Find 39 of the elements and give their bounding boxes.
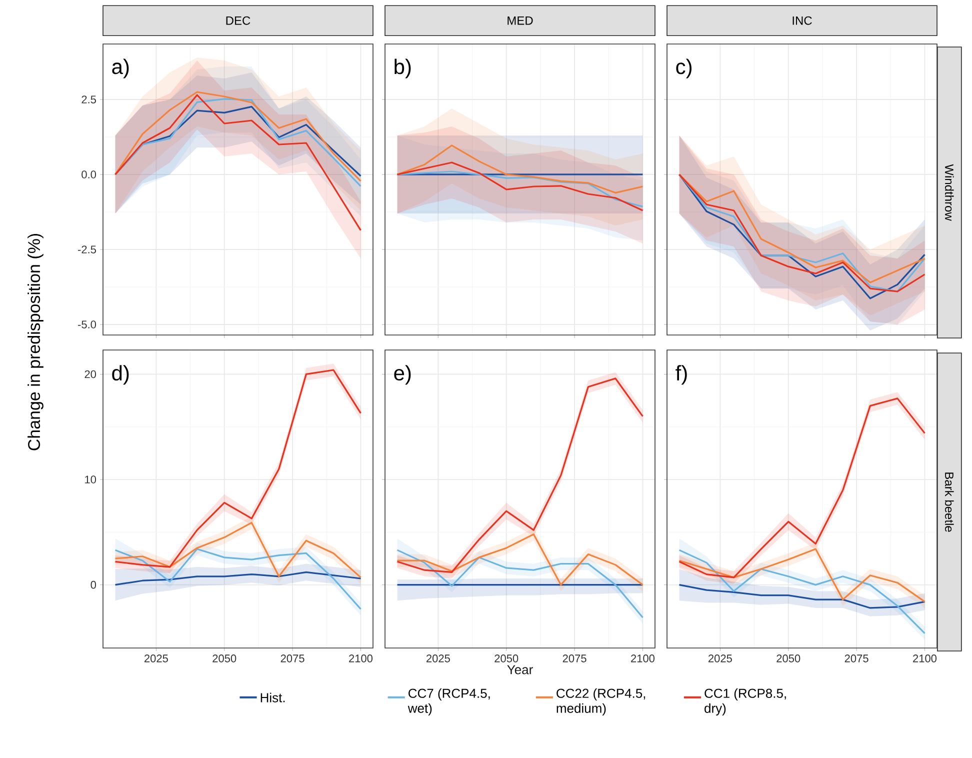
y2-axis-title: Windthrow (945, 164, 954, 221)
line-series (114, 522, 362, 578)
chart-title: DEC (226, 16, 250, 25)
annotation: a) (112, 58, 129, 78)
x-tick-label: 2025 (426, 654, 450, 662)
line-series (114, 548, 362, 610)
x-tick-label: 2050 (776, 654, 800, 662)
x-tick-label: 2050 (494, 654, 518, 662)
x-tick-label: 2100 (349, 654, 373, 662)
x-tick-label: 2075 (280, 654, 304, 662)
legend-label: CC7 (RCP4.5, wet) (408, 688, 490, 716)
x-tick-label: 2100 (913, 654, 937, 662)
chart-title: INC (792, 16, 812, 25)
legend-label: CC22 (RCP4.5, medium) (556, 688, 646, 716)
annotation: e) (394, 365, 411, 385)
y-tick-label: 10 (85, 476, 96, 484)
y-tick-label: 2.5 (82, 96, 96, 104)
x-tick-label: 2050 (212, 654, 236, 662)
x-tick-label: 2025 (708, 654, 732, 662)
annotation: f) (676, 365, 687, 385)
y-axis-title: Change in predisposition (%) (28, 234, 44, 450)
x-tick-label: 2100 (631, 654, 655, 662)
y-tick-label: -5.0 (78, 320, 96, 328)
chart-title: MED (508, 16, 533, 25)
y2-axis-title: Bark beetle (945, 472, 954, 532)
y-tick-label: 0.0 (82, 170, 96, 178)
annotation: b) (394, 58, 411, 78)
annotation: d) (112, 365, 129, 385)
y-tick-label: 0 (90, 580, 96, 589)
x-tick-label: 2075 (562, 654, 586, 662)
legend-label: CC1 (RCP8.5, dry) (704, 688, 786, 716)
x-axis-title: Year (507, 665, 533, 674)
y-tick-label: -2.5 (78, 246, 96, 254)
legend-label: Hist. (260, 692, 285, 702)
x-tick-label: 2025 (144, 654, 168, 662)
line-series (114, 94, 362, 232)
annotation: c) (676, 58, 692, 78)
x-tick-label: 2075 (844, 654, 868, 662)
y-tick-label: 20 (84, 370, 96, 378)
